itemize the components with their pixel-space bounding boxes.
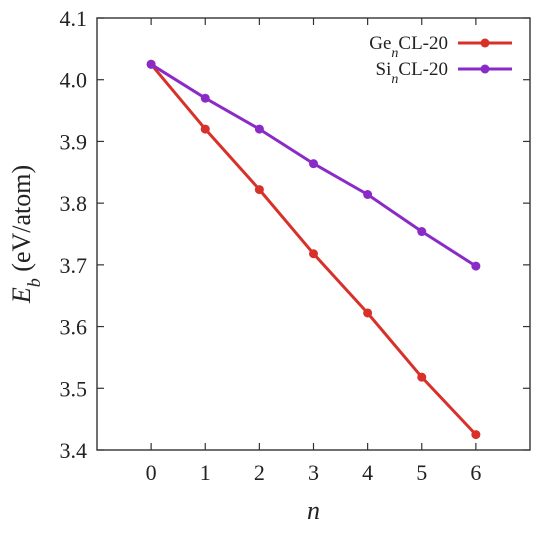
axis-labels-layer: n Eb (eV/atom) — [7, 165, 320, 525]
series-2-point — [417, 227, 427, 237]
series-1-point — [200, 124, 210, 134]
y-axis-label-symbol: E — [7, 287, 36, 304]
ticks-layer: 0 1 2 3 4 5 6 3.4 3.5 3.6 3.7 3.8 3.9 4.0 4.1 — [60, 6, 530, 485]
x-tick-label: 1 — [200, 460, 211, 485]
y-axis-label-unit: (eV/atom) — [7, 165, 36, 278]
legend-marker-1 — [480, 38, 490, 48]
series-2-point — [146, 59, 156, 69]
y-tick-label: 3.9 — [60, 129, 88, 154]
series-2-point — [200, 93, 210, 103]
series-2-point — [309, 159, 318, 169]
y-tick-label: 3.5 — [60, 376, 88, 401]
series-2-point — [363, 190, 373, 200]
series-2-point — [254, 124, 264, 134]
x-tick-label: 0 — [146, 460, 157, 485]
y-tick-label: 3.4 — [60, 438, 88, 463]
series-1-point — [363, 308, 373, 318]
x-tick-label: 4 — [362, 460, 373, 485]
legend-label-1: GenCL-20 — [369, 33, 448, 61]
x-tick-label: 3 — [308, 460, 319, 485]
y-tick-label: 4.1 — [60, 6, 88, 31]
y-tick-label: 3.6 — [60, 315, 88, 340]
x-axis-label: n — [307, 496, 320, 525]
plot-frame-layer — [96, 17, 531, 451]
x-tick-label: 6 — [470, 460, 481, 485]
y-tick-label: 3.8 — [60, 191, 88, 216]
legend-marker-2 — [480, 64, 490, 74]
series-2-point — [471, 261, 481, 271]
series-1-point — [471, 430, 481, 440]
series-1-point — [309, 249, 318, 259]
x-tick-label: 5 — [416, 460, 427, 485]
y-tick-label: 4.0 — [60, 68, 88, 93]
y-tick-label: 3.7 — [60, 253, 88, 278]
series-1-point — [254, 185, 264, 195]
y-axis-label-subscript: b — [24, 278, 44, 287]
plot-frame — [96, 17, 531, 451]
legend-label-2: SinCL-20 — [376, 59, 448, 87]
x-tick-label: 2 — [254, 460, 265, 485]
series-1-point — [417, 372, 427, 382]
y-axis-label: Eb (eV/atom) — [7, 165, 44, 304]
series-layer — [146, 59, 481, 440]
